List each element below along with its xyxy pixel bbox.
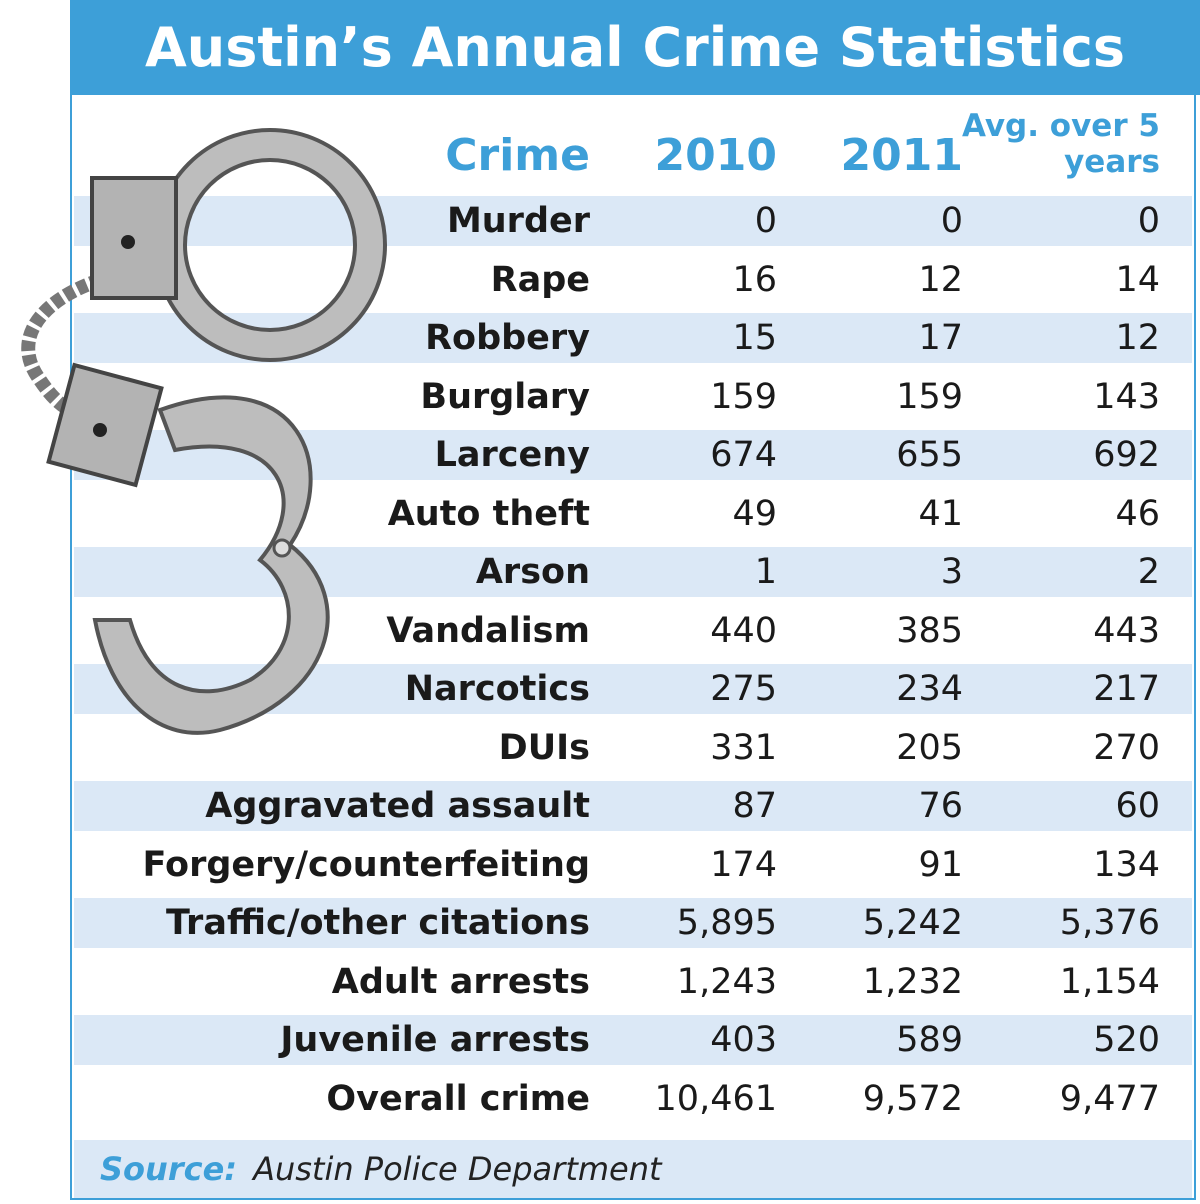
handcuffs-illustration <box>21 128 387 735</box>
column-header: 2011 <box>840 130 963 181</box>
row-stripe <box>74 196 1192 246</box>
crime-label: Traffic/other citations <box>166 903 590 943</box>
value-cell: 655 <box>896 435 963 475</box>
value-cell: 16 <box>732 259 777 300</box>
value-cell: 3 <box>940 552 963 592</box>
crime-label: Adult arrests <box>331 961 590 1002</box>
row-stripe <box>74 547 1192 597</box>
value-cell: 91 <box>918 844 963 885</box>
column-header: 2010 <box>654 130 777 181</box>
value-cell: 692 <box>1093 435 1160 475</box>
crime-label: Narcotics <box>404 669 590 709</box>
row-stripe <box>74 1015 1192 1065</box>
crime-label: Murder <box>446 201 590 241</box>
value-cell: 589 <box>896 1020 963 1060</box>
crime-label: DUIs <box>498 727 590 768</box>
value-cell: 41 <box>918 493 963 534</box>
crime-label: Juvenile arrests <box>280 1020 590 1060</box>
crime-label: Auto theft <box>387 493 590 534</box>
crime-label: Burglary <box>420 376 590 417</box>
value-cell: 87 <box>732 786 777 826</box>
crime-label: Robbery <box>425 318 590 358</box>
value-cell: 60 <box>1115 786 1160 826</box>
value-cell: 443 <box>1093 610 1160 651</box>
title: Austin’s Annual Crime Statistics <box>70 0 1200 95</box>
value-cell: 217 <box>1093 669 1160 709</box>
value-cell: 234 <box>896 669 963 709</box>
value-cell: 9,477 <box>1059 1078 1160 1119</box>
value-cell: 270 <box>1093 727 1160 768</box>
value-cell: 143 <box>1093 376 1160 417</box>
value-cell: 0 <box>1137 201 1160 241</box>
value-cell: 440 <box>710 610 777 651</box>
value-cell: 674 <box>710 435 777 475</box>
value-cell: 17 <box>918 318 963 358</box>
source-label: Source: <box>100 1150 238 1188</box>
value-cell: 5,376 <box>1059 903 1160 943</box>
value-cell: 1,154 <box>1059 961 1160 1002</box>
value-cell: 9,572 <box>862 1078 963 1119</box>
value-cell: 5,242 <box>862 903 963 943</box>
value-cell: 10,461 <box>654 1078 777 1119</box>
value-cell: 1,232 <box>862 961 963 1002</box>
source-bar <box>74 1140 1192 1198</box>
value-cell: 49 <box>732 493 777 534</box>
value-cell: 46 <box>1115 493 1160 534</box>
crime-label: Overall crime <box>326 1078 590 1119</box>
value-cell: 0 <box>940 201 963 241</box>
column-header: Avg. over 5 years <box>961 108 1160 180</box>
value-cell: 5,895 <box>676 903 777 943</box>
row-stripe <box>74 898 1192 948</box>
crime-label: Arson <box>475 552 590 592</box>
value-cell: 385 <box>896 610 963 651</box>
value-cell: 403 <box>710 1020 777 1060</box>
value-cell: 0 <box>754 201 777 241</box>
row-stripe <box>74 781 1192 831</box>
value-cell: 12 <box>1115 318 1160 358</box>
value-cell: 205 <box>896 727 963 768</box>
crime-label: Larceny <box>434 435 590 475</box>
value-cell: 275 <box>710 669 777 709</box>
value-cell: 331 <box>710 727 777 768</box>
value-cell: 174 <box>710 844 777 885</box>
column-header: Crime <box>445 130 590 181</box>
source-text: Austin Police Department <box>253 1150 662 1188</box>
value-cell: 520 <box>1093 1020 1160 1060</box>
value-cell: 2 <box>1137 552 1160 592</box>
value-cell: 159 <box>710 376 777 417</box>
value-cell: 1 <box>754 552 777 592</box>
crime-label: Forgery/counterfeiting <box>142 844 590 885</box>
value-cell: 159 <box>896 376 963 417</box>
value-cell: 76 <box>918 786 963 826</box>
crime-label: Aggravated assault <box>205 786 590 826</box>
value-cell: 15 <box>732 318 777 358</box>
source: Source: Austin Police Department <box>100 1140 662 1198</box>
value-cell: 134 <box>1093 844 1160 885</box>
value-cell: 1,243 <box>676 961 777 1002</box>
crime-label: Rape <box>490 259 590 300</box>
crime-label: Vandalism <box>386 610 590 651</box>
value-cell: 14 <box>1115 259 1160 300</box>
value-cell: 12 <box>918 259 963 300</box>
